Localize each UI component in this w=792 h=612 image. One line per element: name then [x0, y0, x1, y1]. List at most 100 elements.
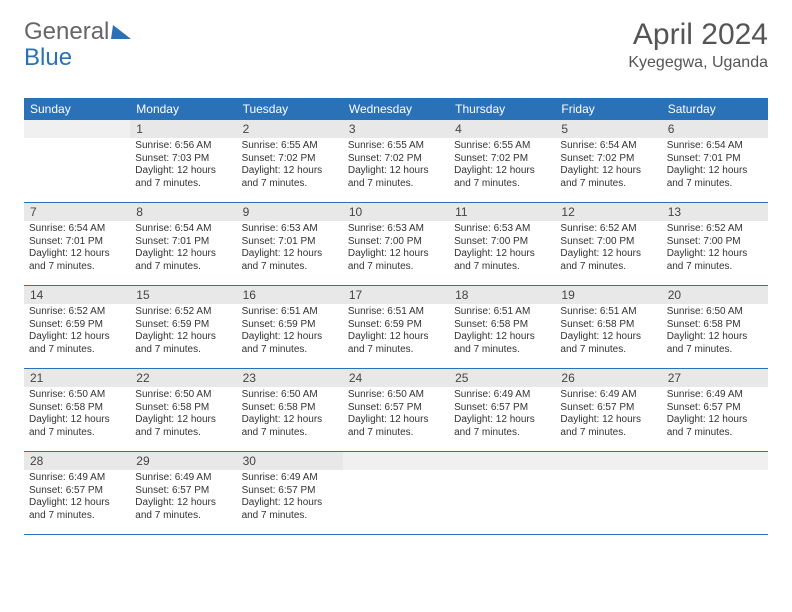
- daylight-text: Daylight: 12 hours and 7 minutes.: [667, 248, 763, 273]
- day-header: Thursday: [449, 98, 555, 120]
- calendar-cell: 29Sunrise: 6:49 AMSunset: 6:57 PMDayligh…: [130, 452, 236, 534]
- sunrise-text: Sunrise: 6:55 AM: [454, 140, 550, 153]
- cell-body: Sunrise: 6:55 AMSunset: 7:02 PMDaylight:…: [343, 138, 449, 194]
- cell-body: Sunrise: 6:56 AMSunset: 7:03 PMDaylight:…: [130, 138, 236, 194]
- calendar-cell: 12Sunrise: 6:52 AMSunset: 7:00 PMDayligh…: [555, 203, 661, 285]
- cell-body: Sunrise: 6:50 AMSunset: 6:57 PMDaylight:…: [343, 387, 449, 443]
- sunrise-text: Sunrise: 6:52 AM: [29, 306, 125, 319]
- logo-triangle-icon: [111, 18, 131, 46]
- day-number: 13: [662, 203, 768, 221]
- sunset-text: Sunset: 7:00 PM: [560, 236, 656, 249]
- calendar-cell: 24Sunrise: 6:50 AMSunset: 6:57 PMDayligh…: [343, 369, 449, 451]
- cell-body: Sunrise: 6:52 AMSunset: 7:00 PMDaylight:…: [662, 221, 768, 277]
- calendar-cell-empty: [343, 452, 449, 534]
- day-number: 1: [130, 120, 236, 138]
- sunrise-text: Sunrise: 6:55 AM: [242, 140, 338, 153]
- sunrise-text: Sunrise: 6:49 AM: [454, 389, 550, 402]
- day-number: 28: [24, 452, 130, 470]
- daylight-text: Daylight: 12 hours and 7 minutes.: [560, 248, 656, 273]
- sunset-text: Sunset: 6:57 PM: [135, 485, 231, 498]
- daylight-text: Daylight: 12 hours and 7 minutes.: [135, 248, 231, 273]
- daylight-text: Daylight: 12 hours and 7 minutes.: [560, 414, 656, 439]
- day-header: Tuesday: [237, 98, 343, 120]
- sunrise-text: Sunrise: 6:50 AM: [29, 389, 125, 402]
- daylight-text: Daylight: 12 hours and 7 minutes.: [560, 165, 656, 190]
- sunrise-text: Sunrise: 6:50 AM: [135, 389, 231, 402]
- calendar-cell: 14Sunrise: 6:52 AMSunset: 6:59 PMDayligh…: [24, 286, 130, 368]
- day-header: Saturday: [662, 98, 768, 120]
- calendar-cell: 2Sunrise: 6:55 AMSunset: 7:02 PMDaylight…: [237, 120, 343, 202]
- sunrise-text: Sunrise: 6:51 AM: [348, 306, 444, 319]
- sunset-text: Sunset: 7:02 PM: [560, 153, 656, 166]
- day-number: 12: [555, 203, 661, 221]
- week-row: 1Sunrise: 6:56 AMSunset: 7:03 PMDaylight…: [24, 120, 768, 203]
- sunset-text: Sunset: 6:58 PM: [29, 402, 125, 415]
- sunrise-text: Sunrise: 6:49 AM: [29, 472, 125, 485]
- calendar-cell: 10Sunrise: 6:53 AMSunset: 7:00 PMDayligh…: [343, 203, 449, 285]
- day-number: 5: [555, 120, 661, 138]
- day-number: 29: [130, 452, 236, 470]
- sunrise-text: Sunrise: 6:50 AM: [667, 306, 763, 319]
- daylight-text: Daylight: 12 hours and 7 minutes.: [348, 248, 444, 273]
- daylight-text: Daylight: 12 hours and 7 minutes.: [454, 165, 550, 190]
- sunset-text: Sunset: 6:58 PM: [454, 319, 550, 332]
- day-number: 23: [237, 369, 343, 387]
- calendar-cell-empty: [449, 452, 555, 534]
- sunrise-text: Sunrise: 6:51 AM: [560, 306, 656, 319]
- sunrise-text: Sunrise: 6:50 AM: [242, 389, 338, 402]
- daylight-text: Daylight: 12 hours and 7 minutes.: [29, 248, 125, 273]
- sunrise-text: Sunrise: 6:56 AM: [135, 140, 231, 153]
- calendar-cell-empty: [662, 452, 768, 534]
- cell-body: Sunrise: 6:53 AMSunset: 7:01 PMDaylight:…: [237, 221, 343, 277]
- sunrise-text: Sunrise: 6:52 AM: [135, 306, 231, 319]
- sunset-text: Sunset: 7:01 PM: [667, 153, 763, 166]
- calendar-cell: 23Sunrise: 6:50 AMSunset: 6:58 PMDayligh…: [237, 369, 343, 451]
- day-number: 7: [24, 203, 130, 221]
- cell-body: Sunrise: 6:54 AMSunset: 7:01 PMDaylight:…: [662, 138, 768, 194]
- day-number: 2: [237, 120, 343, 138]
- cell-body: Sunrise: 6:54 AMSunset: 7:02 PMDaylight:…: [555, 138, 661, 194]
- calendar-cell: 22Sunrise: 6:50 AMSunset: 6:58 PMDayligh…: [130, 369, 236, 451]
- day-number: 4: [449, 120, 555, 138]
- sunset-text: Sunset: 6:58 PM: [242, 402, 338, 415]
- day-header: Monday: [130, 98, 236, 120]
- sunrise-text: Sunrise: 6:52 AM: [667, 223, 763, 236]
- sunset-text: Sunset: 7:00 PM: [667, 236, 763, 249]
- calendar-cell: 18Sunrise: 6:51 AMSunset: 6:58 PMDayligh…: [449, 286, 555, 368]
- daylight-text: Daylight: 12 hours and 7 minutes.: [454, 248, 550, 273]
- cell-body: Sunrise: 6:51 AMSunset: 6:58 PMDaylight:…: [449, 304, 555, 360]
- cell-body: Sunrise: 6:49 AMSunset: 6:57 PMDaylight:…: [662, 387, 768, 443]
- calendar-cell: 30Sunrise: 6:49 AMSunset: 6:57 PMDayligh…: [237, 452, 343, 534]
- daylight-text: Daylight: 12 hours and 7 minutes.: [29, 331, 125, 356]
- daylight-text: Daylight: 12 hours and 7 minutes.: [667, 165, 763, 190]
- sunset-text: Sunset: 6:58 PM: [135, 402, 231, 415]
- sunrise-text: Sunrise: 6:49 AM: [242, 472, 338, 485]
- day-header-row: SundayMondayTuesdayWednesdayThursdayFrid…: [24, 98, 768, 120]
- cell-body: Sunrise: 6:50 AMSunset: 6:58 PMDaylight:…: [130, 387, 236, 443]
- cell-body: Sunrise: 6:53 AMSunset: 7:00 PMDaylight:…: [343, 221, 449, 277]
- sunset-text: Sunset: 6:57 PM: [29, 485, 125, 498]
- calendar-cell: 17Sunrise: 6:51 AMSunset: 6:59 PMDayligh…: [343, 286, 449, 368]
- sunrise-text: Sunrise: 6:49 AM: [560, 389, 656, 402]
- sunset-text: Sunset: 6:58 PM: [667, 319, 763, 332]
- daylight-text: Daylight: 12 hours and 7 minutes.: [242, 414, 338, 439]
- day-number: [555, 452, 661, 470]
- daylight-text: Daylight: 12 hours and 7 minutes.: [29, 497, 125, 522]
- logo-text-1: General: [24, 18, 109, 46]
- day-number: 10: [343, 203, 449, 221]
- cell-body: Sunrise: 6:50 AMSunset: 6:58 PMDaylight:…: [237, 387, 343, 443]
- calendar-cell: 21Sunrise: 6:50 AMSunset: 6:58 PMDayligh…: [24, 369, 130, 451]
- sunrise-text: Sunrise: 6:54 AM: [135, 223, 231, 236]
- sunset-text: Sunset: 6:57 PM: [667, 402, 763, 415]
- day-header: Friday: [555, 98, 661, 120]
- calendar-cell: 7Sunrise: 6:54 AMSunset: 7:01 PMDaylight…: [24, 203, 130, 285]
- week-row: 28Sunrise: 6:49 AMSunset: 6:57 PMDayligh…: [24, 452, 768, 535]
- day-header: Sunday: [24, 98, 130, 120]
- cell-body: Sunrise: 6:51 AMSunset: 6:58 PMDaylight:…: [555, 304, 661, 360]
- cell-body: Sunrise: 6:49 AMSunset: 6:57 PMDaylight:…: [130, 470, 236, 526]
- cell-body: Sunrise: 6:51 AMSunset: 6:59 PMDaylight:…: [343, 304, 449, 360]
- day-number: 21: [24, 369, 130, 387]
- calendar-cell: 8Sunrise: 6:54 AMSunset: 7:01 PMDaylight…: [130, 203, 236, 285]
- sunset-text: Sunset: 6:57 PM: [560, 402, 656, 415]
- daylight-text: Daylight: 12 hours and 7 minutes.: [454, 331, 550, 356]
